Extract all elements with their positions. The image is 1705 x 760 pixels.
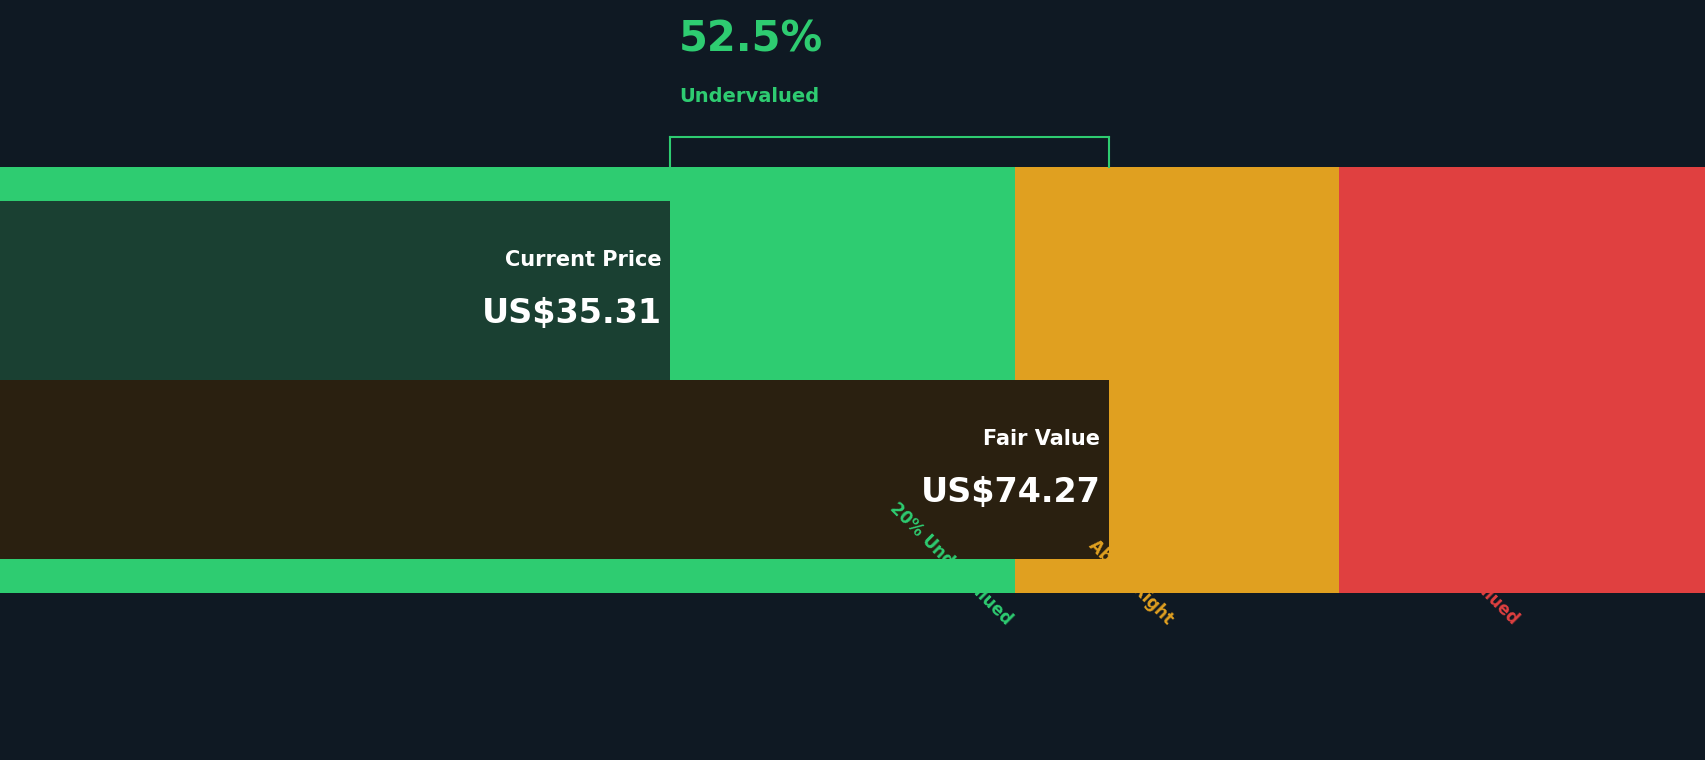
Bar: [0, 167, 1014, 201]
Bar: [0, 201, 670, 380]
Bar: [1014, 167, 1338, 201]
Bar: [1338, 201, 1705, 559]
Bar: [0, 559, 1014, 593]
Text: Fair Value: Fair Value: [982, 429, 1100, 449]
Bar: [1014, 201, 1338, 559]
Bar: [0, 380, 1108, 559]
Text: About Right: About Right: [1084, 537, 1176, 629]
Text: US$74.27: US$74.27: [921, 476, 1100, 508]
Text: 20% Undervalued: 20% Undervalued: [885, 499, 1014, 629]
Text: 20% Overvalued: 20% Overvalued: [1400, 508, 1521, 629]
Bar: [1338, 167, 1705, 201]
Text: US$35.31: US$35.31: [481, 297, 662, 330]
Bar: [1014, 559, 1338, 593]
Bar: [1338, 559, 1705, 593]
Text: Undervalued: Undervalued: [679, 87, 818, 106]
Bar: [0, 201, 1014, 559]
Text: Current Price: Current Price: [505, 250, 662, 271]
Text: 52.5%: 52.5%: [679, 19, 824, 61]
